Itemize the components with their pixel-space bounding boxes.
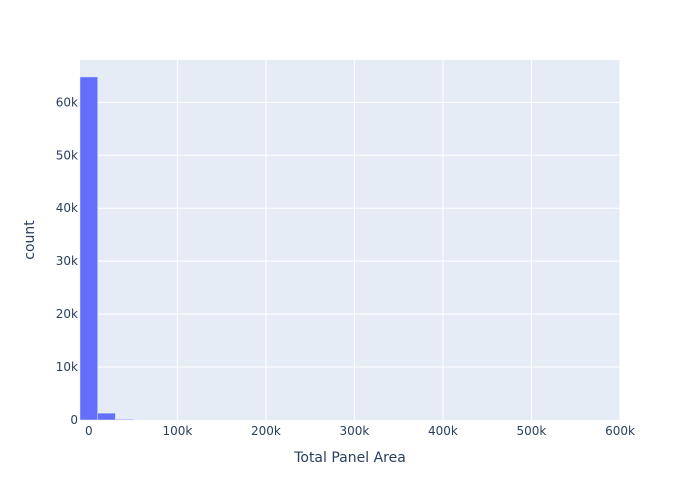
y-tick-label: 20k	[56, 307, 78, 321]
x-axis-title: Total Panel Area	[293, 450, 406, 466]
histogram-bar[interactable]	[115, 418, 134, 421]
x-tick-label: 500k	[517, 424, 547, 438]
y-tick-label: 30k	[56, 254, 78, 268]
x-tick-label: 600k	[605, 424, 635, 438]
y-tick-label: 50k	[56, 148, 78, 162]
grid-lines	[80, 60, 621, 420]
y-tick-label: 60k	[56, 95, 78, 109]
y-axis-title: count	[22, 220, 38, 260]
x-tick-label: 0	[85, 424, 93, 438]
y-tick-label: 40k	[56, 201, 78, 215]
histogram-bar[interactable]	[97, 412, 116, 421]
x-tick-label: 300k	[339, 424, 369, 438]
plot-background	[80, 60, 620, 420]
x-tick-label: 100k	[162, 424, 192, 438]
x-tick-label: 400k	[428, 424, 458, 438]
x-tick-label: 200k	[251, 424, 281, 438]
y-axis-ticks: 0 10k 20k 30k 40k 50k 60k	[56, 95, 78, 427]
histogram-bar[interactable]	[79, 76, 98, 421]
y-tick-label: 0	[70, 413, 78, 427]
histogram-bars	[79, 76, 134, 421]
y-tick-label: 10k	[56, 360, 78, 374]
x-axis-ticks: 0 100k 200k 300k 400k 500k 600k	[85, 424, 635, 438]
